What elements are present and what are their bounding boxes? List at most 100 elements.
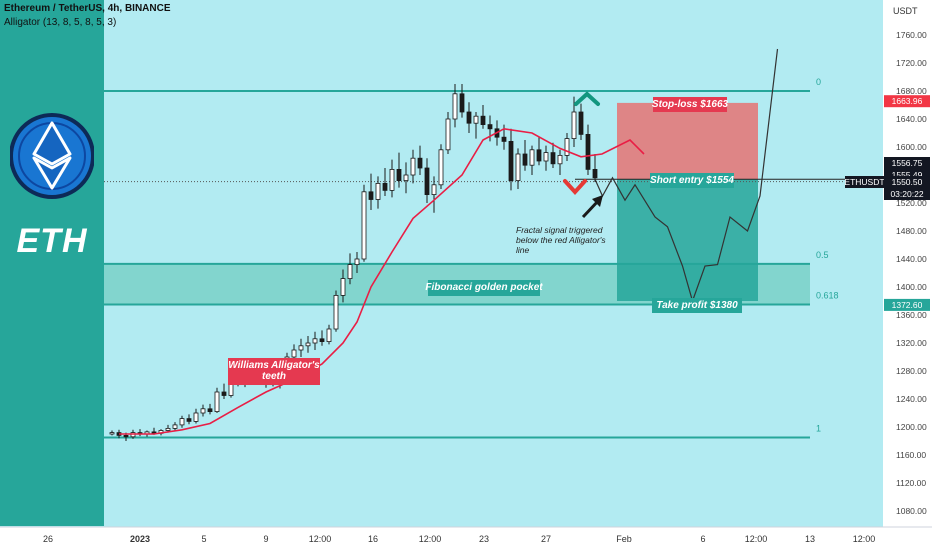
candle-body-44 (417, 157, 423, 169)
time-label-13: 12:00 (853, 534, 876, 544)
stop-loss-label-box (653, 97, 727, 112)
price-badge-text-4: 1550.50 (892, 177, 923, 187)
price-badge-text-6: 1372.60 (892, 300, 923, 310)
price-tick-11: 1520.00 (896, 198, 927, 208)
price-tick-5: 1280.00 (896, 366, 927, 376)
price-tick-10: 1480.00 (896, 226, 927, 236)
time-label-8: 27 (541, 534, 551, 544)
time-label-7: 23 (479, 534, 489, 544)
candle-body-52 (473, 115, 479, 124)
candle-body-43 (410, 157, 416, 176)
candle-body-54 (487, 124, 493, 130)
candle-body-31 (326, 328, 332, 343)
candle-body-56 (501, 136, 507, 142)
price-tick-15: 1680.00 (896, 86, 927, 96)
candle-body-48 (445, 118, 451, 151)
candle-body-13 (200, 408, 206, 414)
alligator-label-text-1: teeth (262, 371, 286, 382)
time-label-5: 16 (368, 534, 378, 544)
price-badge-text-0: 1663.96 (892, 96, 923, 106)
alligator-label-box (228, 358, 320, 385)
price-tick-14: 1640.00 (896, 114, 927, 124)
candle-body-40 (389, 168, 395, 191)
take-profit-zone (617, 179, 758, 301)
indicator-legend[interactable]: Alligator (13, 8, 5, 8, 5, 3) (4, 17, 117, 28)
candle-body-62 (543, 152, 549, 162)
entry-label-text-0: Short entry $1554 (650, 175, 734, 186)
candle-body-30 (319, 338, 325, 342)
time-label-6: 12:00 (419, 534, 442, 544)
price-tick-9: 1440.00 (896, 254, 927, 264)
price-tick-17: 1760.00 (896, 30, 927, 40)
candle-body-36 (361, 191, 367, 260)
candle-body-59 (522, 153, 528, 166)
price-tick-4: 1240.00 (896, 394, 927, 404)
take-profit-label-text-0: Take profit $1380 (656, 300, 738, 311)
candle-body-9 (172, 424, 178, 429)
fib-label-2: 0.618 (816, 291, 839, 301)
price-badge-1 (884, 157, 930, 169)
price-tick-16: 1720.00 (896, 58, 927, 68)
candle-body-64 (557, 154, 563, 165)
price-tick-8: 1400.00 (896, 282, 927, 292)
price-badge-text-2: 1555.49 (892, 170, 923, 180)
price-tick-3: 1200.00 (896, 422, 927, 432)
price-badge-text-3: ETHUSDT (844, 177, 884, 187)
candle-body-33 (340, 278, 346, 296)
price-tick-0: 1080.00 (896, 506, 927, 516)
fractal-note-0: Fractal signal triggered (516, 225, 603, 235)
price-axis-panel[interactable] (883, 0, 932, 527)
candle-body-42 (403, 174, 409, 181)
time-label-4: 12:00 (309, 534, 332, 544)
time-label-10: 6 (700, 534, 705, 544)
candle-body-0 (109, 432, 115, 435)
candle-body-58 (515, 153, 521, 182)
time-label-3: 9 (263, 534, 268, 544)
fib-label-3: 1 (816, 424, 821, 434)
time-label-11: 12:00 (745, 534, 768, 544)
chart-title: Ethereum / TetherUS, 4h, BINANCE (4, 3, 171, 14)
candle-body-16 (221, 391, 227, 396)
time-label-2: 5 (201, 534, 206, 544)
fib-label-0: 0 (816, 77, 821, 87)
candle-body-38 (375, 182, 381, 200)
candle-body-11 (186, 418, 192, 422)
stop-loss-label-text-0: Stop-loss $1663 (652, 99, 729, 110)
sidebar-ticker-text: ETH (16, 222, 88, 260)
golden-pocket-label-text-0: Fibonacci golden pocket (425, 282, 543, 293)
candle-body-47 (438, 149, 444, 186)
candle-body-50 (459, 93, 465, 113)
price-tick-1: 1120.00 (896, 478, 926, 488)
entry-label-box (650, 173, 734, 188)
time-label-12: 13 (805, 534, 815, 544)
candle-body-37 (368, 191, 374, 200)
time-axis-panel[interactable] (0, 527, 932, 550)
candle-body-27 (298, 345, 304, 351)
fractal-up-arrow (574, 91, 600, 106)
time-label-0: 26 (43, 534, 53, 544)
fib-label-1: 0.5 (816, 250, 829, 260)
price-tick-2: 1160.00 (896, 450, 926, 460)
candle-body-8 (165, 427, 171, 431)
candle-body-53 (480, 115, 486, 125)
alligator-label-text-0: Williams Alligator's (228, 360, 320, 371)
price-badge-4 (884, 176, 930, 188)
candle-body-15 (214, 391, 220, 413)
candle-body-68 (585, 133, 591, 170)
candle-body-41 (396, 168, 402, 181)
candle-body-12 (193, 412, 199, 422)
projection-path (594, 48, 779, 303)
price-badge-text-1: 1556.75 (892, 158, 923, 168)
candle-body-2 (123, 434, 129, 438)
time-label-1: 2023 (130, 534, 150, 544)
fractal-down-arrow (563, 179, 587, 195)
price-tick-6: 1320.00 (896, 338, 927, 348)
candle-body-51 (466, 111, 472, 124)
candle-body-29 (312, 338, 318, 344)
fractal-note-2: line (516, 245, 530, 255)
price-badge-text-5: 03:20:22 (890, 189, 923, 199)
take-profit-label-box (652, 298, 742, 313)
candle-body-63 (550, 152, 556, 165)
